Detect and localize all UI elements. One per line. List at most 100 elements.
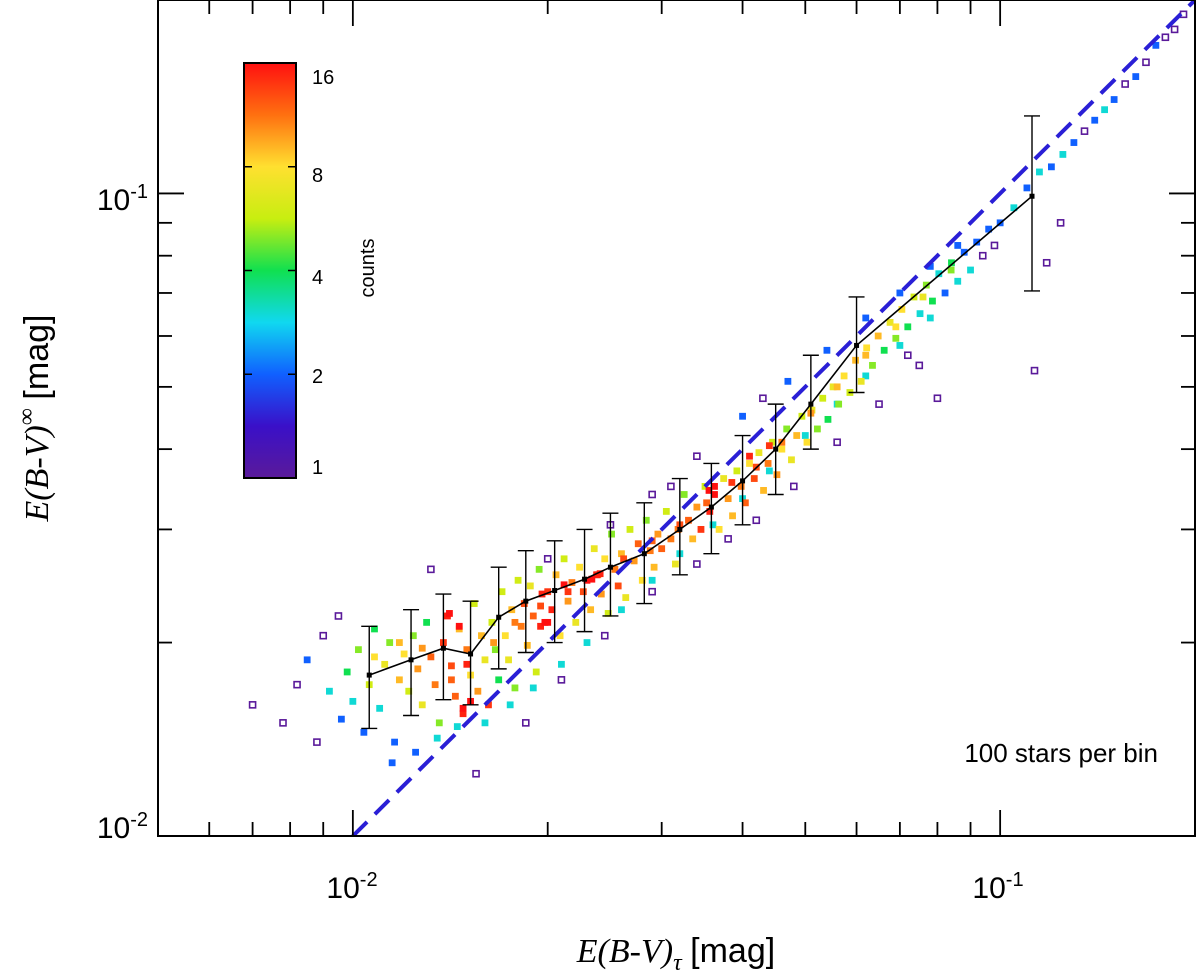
- scatter-point-160: [715, 526, 723, 533]
- scatter-point-10: [1142, 58, 1150, 67]
- scatter-point-80: [583, 639, 591, 646]
- scatter-point-97: [880, 346, 888, 354]
- scatter-point-74: [433, 734, 441, 742]
- colorbar-tick-label-4: 4: [312, 267, 323, 289]
- scatter-point-41: [391, 738, 398, 746]
- scatter-point-55: [784, 377, 792, 385]
- scatter-point-39: [337, 715, 345, 723]
- binned-point-14: [808, 401, 814, 407]
- scatter-point-140: [526, 582, 534, 590]
- axis-ticks: [157, 0, 1196, 837]
- binned-point-10: [677, 526, 683, 532]
- scatter-point-141: [572, 618, 580, 626]
- scatter-point-11: [1161, 33, 1170, 42]
- scatter-point-51: [1110, 96, 1118, 103]
- scatter-point-215: [634, 540, 642, 548]
- scatter-point-206: [737, 482, 745, 490]
- scatter-point-47: [1023, 184, 1031, 192]
- scatter-point-117: [947, 266, 955, 274]
- y-axis-title: E(B-V)∞ [mag]: [14, 315, 56, 523]
- scatter-point-155: [501, 632, 509, 640]
- scatter-point-25: [875, 400, 883, 408]
- scatter-point-181: [793, 432, 801, 439]
- binned-point-5: [523, 598, 529, 604]
- scatter-point-3: [313, 738, 321, 746]
- scatter-point-26: [915, 361, 924, 370]
- scatter-point-165: [863, 344, 871, 352]
- y-tick-label-0: 10-2: [97, 809, 148, 845]
- scatter-point-1: [279, 719, 287, 727]
- binned-point-0: [366, 672, 372, 678]
- scatter-point-168: [892, 323, 900, 331]
- scatter-point-62: [412, 748, 419, 756]
- scatter-point-183: [874, 332, 882, 340]
- scatter-point-60: [954, 242, 962, 249]
- scatter-point-161: [746, 460, 753, 467]
- scatter-point-194: [724, 495, 732, 503]
- scatter-point-207: [764, 460, 772, 467]
- colorbar-tick-label-16: 16: [312, 67, 334, 89]
- scatter-point-199: [431, 681, 439, 689]
- scatter-point-103: [409, 632, 417, 640]
- scatter-point-162: [778, 445, 786, 453]
- scatter-point-90: [896, 342, 904, 349]
- scatter-point-109: [642, 516, 650, 524]
- scatter-point-211: [427, 653, 435, 661]
- scatter-point-29: [903, 351, 912, 360]
- scatter-point-27: [648, 490, 656, 499]
- scatter-point-235: [564, 588, 572, 596]
- scatter-point-159: [638, 576, 646, 584]
- scatter-point-221: [703, 499, 711, 507]
- scatter-point-38: [303, 656, 311, 664]
- scatter-point-222: [448, 662, 455, 670]
- scatter-point-123: [514, 576, 522, 584]
- scatter-point-128: [662, 508, 670, 515]
- scatter-point-12: [1170, 25, 1179, 34]
- scatter-point-259: [711, 482, 718, 490]
- scatter-point-19: [648, 587, 656, 596]
- scatter-point-4: [319, 631, 328, 640]
- scatter-point-150: [857, 377, 865, 385]
- scatter-point-253: [459, 704, 467, 712]
- binned-point-12: [740, 478, 746, 484]
- scatter-point-58: [896, 289, 904, 297]
- scatter-point-44: [973, 238, 981, 246]
- one-to-one-dashed-line: [351, 0, 1195, 836]
- scatter-point-78: [529, 684, 537, 692]
- scatter-point-256: [560, 581, 568, 589]
- scatter-point-73: [1101, 106, 1108, 114]
- scatter-point-236: [728, 479, 736, 486]
- scatter-point-0: [248, 701, 257, 709]
- scatter-point-158: [601, 555, 609, 563]
- scatter-point-227: [750, 475, 758, 482]
- scatter-point-96: [824, 415, 832, 423]
- scatter-point-57: [862, 314, 870, 322]
- scatter-point-79: [558, 660, 565, 668]
- one-to-one-line: [351, 0, 1195, 836]
- scatter-points: [248, 10, 1188, 778]
- scatter-point-112: [813, 425, 821, 433]
- scatter-point-9: [1121, 80, 1129, 88]
- scatter-point-32: [1042, 258, 1051, 267]
- scatter-point-105: [491, 646, 499, 654]
- scatter-point-24: [833, 438, 841, 447]
- scatter-point-64: [349, 697, 357, 705]
- scatter-point-113: [835, 400, 843, 408]
- scatter-point-115: [892, 334, 900, 342]
- scatter-point-81: [618, 606, 625, 614]
- scatter-point-175: [587, 606, 595, 614]
- scatter-point-37: [543, 555, 552, 563]
- x-tick-label-1: 10-1: [972, 869, 1023, 905]
- scatter-point-30: [933, 394, 942, 403]
- scatter-point-237: [765, 442, 773, 450]
- scatter-point-111: [783, 425, 791, 433]
- colorbar-tick-label-2: 2: [312, 366, 323, 388]
- scatter-point-89: [862, 372, 870, 380]
- scatter-point-193: [693, 503, 701, 511]
- scatter-point-212: [451, 692, 459, 700]
- scatter-point-144: [672, 560, 679, 568]
- scatter-point-251: [446, 610, 453, 617]
- scatter-point-139: [505, 656, 512, 664]
- binned-point-9: [641, 551, 647, 557]
